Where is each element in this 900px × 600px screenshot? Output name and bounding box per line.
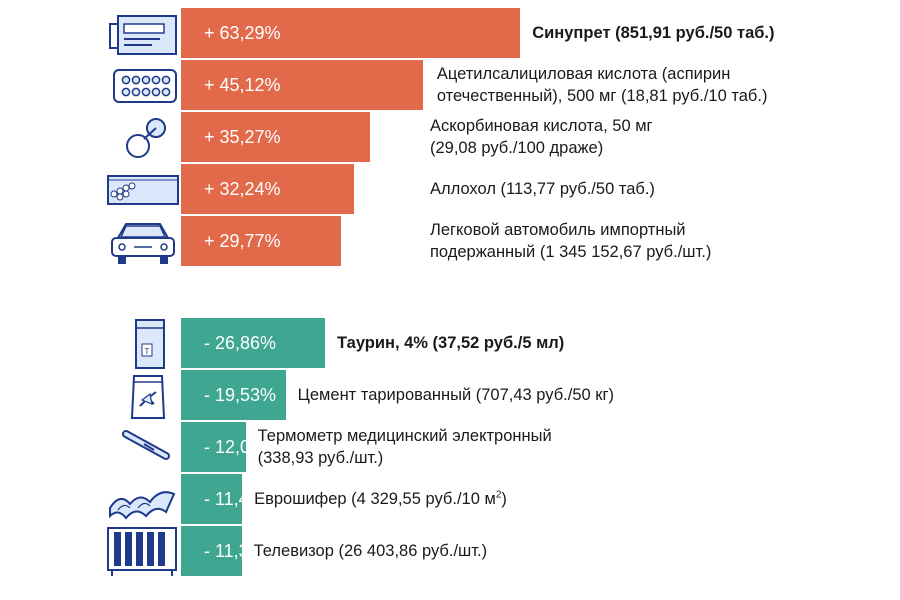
item-description: Цемент тарированный (707,43 руб./50 кг) xyxy=(298,384,614,406)
bar-value-label: - 11,31% xyxy=(204,541,275,561)
bar-value-label: - 19,53% xyxy=(204,385,277,405)
car-icon xyxy=(104,216,180,268)
item-description: Синупрет (851,91 руб./50 таб.) xyxy=(532,22,774,44)
desc-line: Таурин, 4% (37,52 руб./5 мл) xyxy=(336,334,565,352)
item-description: Ацетилсалициловая кислота (аспирин отечес… xyxy=(437,63,768,107)
item-description: Еврошифер (4 329,55 руб./10 м2) xyxy=(254,488,507,510)
pill-icon xyxy=(104,112,180,164)
desc-line: Телевизор (26 403,86 руб./шт.) xyxy=(253,542,488,560)
television-icon xyxy=(104,526,180,578)
bar-increase-3 xyxy=(181,112,371,162)
nasal-spray-box-icon xyxy=(104,8,180,60)
desc-line: подержанный (1 345 152,67 руб./шт.) xyxy=(430,243,712,261)
desc-superscript: 2 xyxy=(495,489,502,501)
desc-line: Легковой автомобиль импортный xyxy=(430,221,686,239)
bar-value-label: + 29,77% xyxy=(204,231,281,251)
desc-line: Ацетилсалициловая кислота (аспирин xyxy=(436,65,731,83)
bar-value-label: - 11,40% xyxy=(204,489,275,509)
desc-text: Еврошифер (4 329,55 руб./10 м xyxy=(254,490,496,508)
item-description: Аллохол (113,77 руб./50 таб.) xyxy=(430,178,655,200)
bar-decrease-4 xyxy=(181,474,243,524)
item-description: Термометр медицинский электронный (338,93… xyxy=(258,425,552,469)
bar-value-label: + 63,29% xyxy=(204,23,281,43)
desc-line: Синупрет (851,91 руб./50 таб.) xyxy=(532,24,775,42)
desc-line: Аллохол (113,77 руб./50 таб.) xyxy=(430,180,655,198)
bar-increase-4 xyxy=(181,164,354,214)
bar-value-label: - 12,06% xyxy=(204,437,277,457)
cement-bag-icon xyxy=(104,370,180,422)
tablet-box-icon xyxy=(104,164,180,216)
taurine-box-icon: T xyxy=(104,318,180,370)
bar-decrease-3 xyxy=(181,422,246,472)
bar-value-label: - 26,86% xyxy=(204,333,277,353)
desc-line: Цемент тарированный (707,43 руб./50 кг) xyxy=(297,386,615,404)
bar-increase-5 xyxy=(181,216,341,266)
bar-value-label: + 32,24% xyxy=(204,179,281,199)
bar-increase-1 xyxy=(181,8,521,58)
bar-increase-2 xyxy=(181,60,423,110)
desc-line: Термометр медицинский электронный xyxy=(257,427,552,445)
bar-decrease-5 xyxy=(181,526,242,576)
slate-sheet-icon xyxy=(104,474,180,526)
thermometer-icon xyxy=(104,422,180,474)
desc-line: (29,08 руб./100 драже) xyxy=(430,139,604,157)
bar-value-label: + 45,12% xyxy=(204,75,281,95)
bar-value-label: + 35,27% xyxy=(204,127,281,147)
item-description: Таурин, 4% (37,52 руб./5 мл) xyxy=(337,332,564,354)
item-description: Легковой автомобиль импортный подержанный… xyxy=(430,219,711,263)
blister-pack-icon xyxy=(104,60,180,112)
desc-text: ) xyxy=(501,490,507,508)
item-description: Аскорбиновая кислота, 50 мг (29,08 руб./1… xyxy=(430,115,653,159)
desc-line: Аскорбиновая кислота, 50 мг xyxy=(430,117,653,135)
svg-text:T: T xyxy=(145,347,150,356)
desc-line: отечественный), 500 мг (18,81 руб./10 та… xyxy=(436,87,768,105)
bar-decrease-1 xyxy=(181,318,325,368)
bar-decrease-2 xyxy=(181,370,286,420)
desc-line: (338,93 руб./шт.) xyxy=(257,449,384,467)
item-description: Телевизор (26 403,86 руб./шт.) xyxy=(254,540,487,562)
